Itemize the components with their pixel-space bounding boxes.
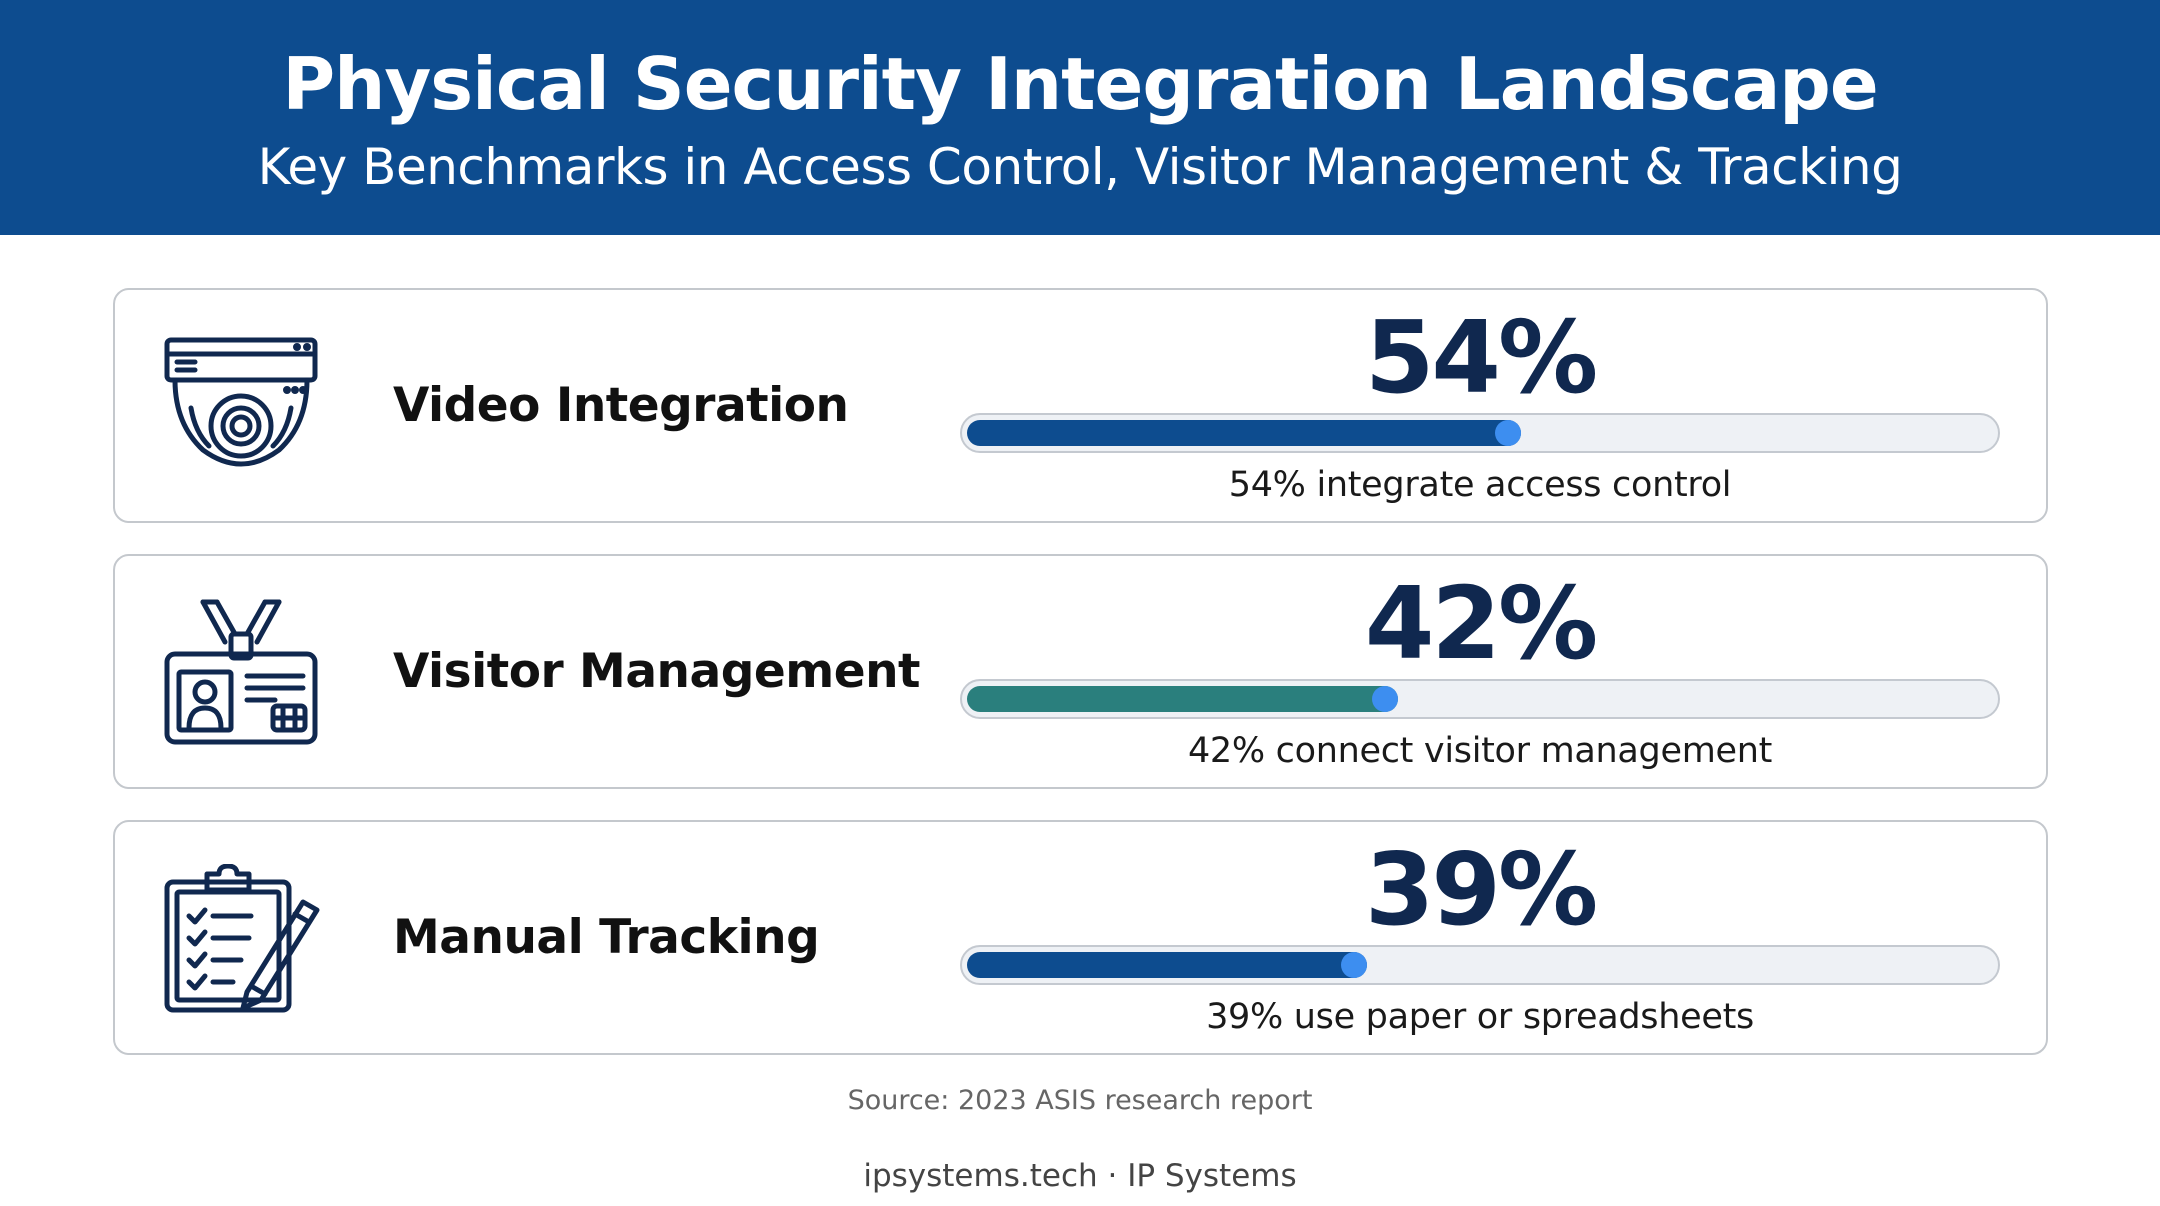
progress-knob [1495,420,1522,446]
page-subtitle: Key Benchmarks in Access Control, Visito… [257,137,1903,196]
progress-track [960,413,2000,453]
benchmark-card-manual: Manual Tracking 39% 39% use paper or spr… [113,820,2048,1055]
progress-knob [1341,952,1368,978]
progress-fill [967,952,1368,978]
clipboard-checklist-icon [161,864,321,1014]
progress-track [960,679,2000,719]
progress-fill [967,686,1398,712]
progress-fill [967,420,1522,446]
dome-camera-icon [161,332,321,482]
benchmark-card-visitor: Visitor Management 42% 42% connect visit… [113,554,2048,789]
page-title: Physical Security Integration Landscape [282,41,1878,126]
category-label: Video Integration [393,378,849,433]
category-label: Manual Tracking [393,910,820,965]
benchmark-card-video: Video Integration 54% 54% integrate acce… [113,288,2048,523]
value-label: 54% [1364,299,1598,416]
source-note: Source: 2023 ASIS research report [847,1085,1313,1116]
description-label: 39% use paper or spreadsheets [1206,997,1754,1037]
header-banner: Physical Security Integration Landscape … [0,0,2160,235]
visitor-badge-icon [161,598,321,748]
category-label: Visitor Management [393,644,921,699]
progress-knob [1371,686,1398,712]
description-label: 54% integrate access control [1228,465,1732,505]
value-label: 39% [1364,831,1598,948]
description-label: 42% connect visitor management [1187,731,1773,771]
footer-credit: ipsystems.tech · IP Systems [863,1158,1297,1194]
value-label: 42% [1364,565,1598,682]
progress-track [960,945,2000,985]
